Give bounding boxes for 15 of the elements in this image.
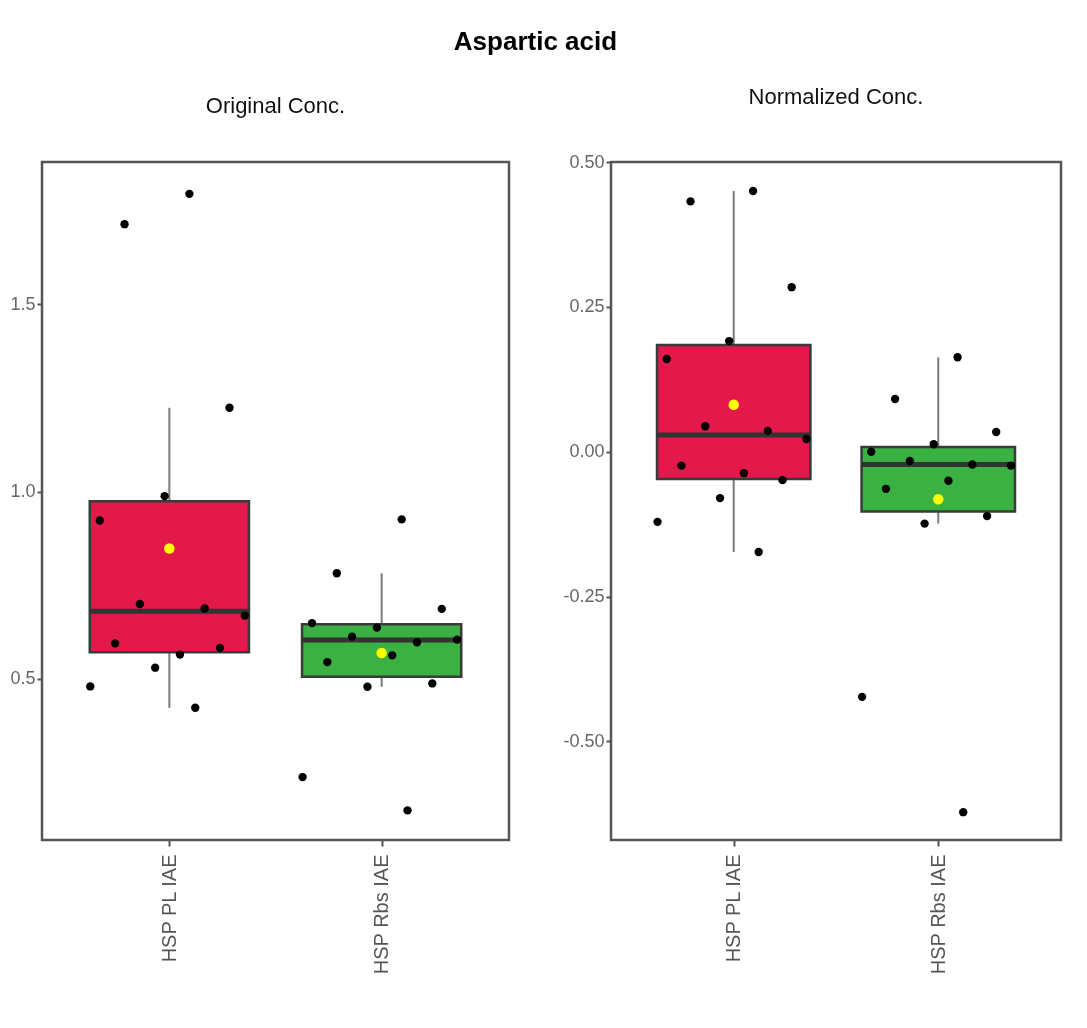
y-tick-label: 1.0 [10, 481, 36, 502]
y-tick-label: -0.25 [563, 586, 605, 607]
y-tick-label: 1.5 [10, 293, 36, 314]
x-tick-label: HSP PL IAE [722, 854, 745, 963]
x-tick-label: HSP Rbs IAE [926, 854, 949, 975]
chart-title: Aspartic acid [453, 25, 618, 56]
x-tick-label: HSP Rbs IAE [370, 854, 393, 975]
chart-subtitle: Original Conc. [205, 93, 346, 118]
y-tick-label: 0.00 [569, 441, 605, 462]
chart-subtitle: Normalized Conc. [748, 84, 924, 109]
y-tick-label: 0.25 [569, 296, 605, 317]
y-tick-label: 0.50 [569, 151, 605, 172]
y-tick-label: -0.50 [563, 730, 605, 751]
x-tick-label: HSP PL IAE [157, 854, 180, 963]
y-tick-label: 0.5 [10, 668, 36, 689]
